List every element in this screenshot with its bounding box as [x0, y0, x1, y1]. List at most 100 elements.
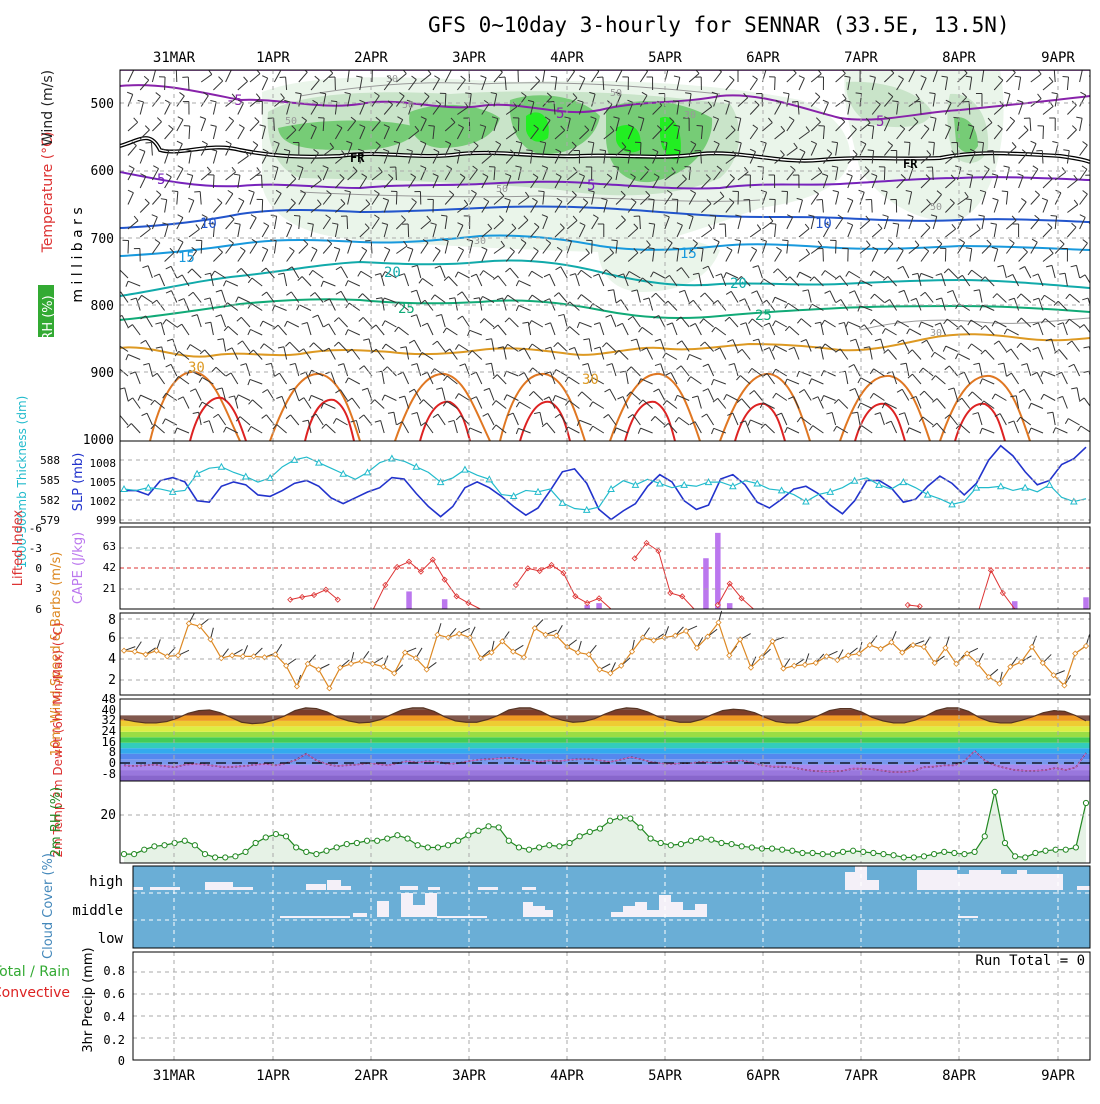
- rh2m-axis-title: 2m RH (%): [49, 787, 64, 858]
- rh-point: [445, 843, 450, 848]
- isotherm-label: 50: [402, 100, 414, 111]
- rh-point: [415, 843, 420, 848]
- rh-point: [972, 849, 977, 854]
- cape-bar: [442, 599, 448, 609]
- rh-point: [516, 845, 521, 850]
- wind-barb-flag: [611, 240, 617, 241]
- rh-point: [354, 840, 359, 845]
- rh-point: [395, 833, 400, 838]
- wind-barb: [775, 77, 776, 90]
- isotherm-label: 25: [398, 301, 415, 317]
- top-date-label: 31MAR: [153, 50, 196, 66]
- wind-barb: [347, 216, 348, 229]
- cape-axis: 63 42 21: [103, 540, 116, 595]
- rh-point: [769, 846, 774, 851]
- rh-point: [597, 826, 602, 831]
- isotherm-label: 5: [556, 106, 564, 122]
- top-date-labels: 31MAR 1APR 2APR 3APR 4APR 5APR 6APR 7APR…: [153, 50, 1076, 66]
- wind-barb-flag: [1051, 215, 1057, 216]
- isotherm-label: 30: [188, 360, 205, 376]
- rh-point: [1073, 845, 1078, 850]
- top-date-label: 3APR: [452, 50, 486, 66]
- temperature-band: [120, 732, 1090, 737]
- isotherm-label: 5: [157, 172, 165, 188]
- top-date-label: 6APR: [746, 50, 780, 66]
- rh-point: [638, 825, 643, 830]
- wind-barb-flag: [1094, 198, 1099, 201]
- rh-point: [253, 840, 258, 845]
- pressure-tick-label: 600: [91, 164, 114, 179]
- bottom-date-label: 8APR: [942, 1068, 976, 1084]
- top-date-label: 5APR: [648, 50, 682, 66]
- rh-point: [992, 789, 997, 794]
- wind-barb: [775, 200, 776, 213]
- rh-point: [456, 838, 461, 843]
- cape-bar: [1012, 601, 1018, 609]
- lifted-index-tick-label: -6: [29, 522, 42, 535]
- isotherm-label: 30: [930, 328, 942, 339]
- rh-point: [1063, 847, 1068, 852]
- wind-barb: [640, 143, 641, 156]
- rh-point: [780, 847, 785, 852]
- wind-barb-flag: [115, 415, 120, 419]
- wind-barb-flag: [428, 125, 434, 126]
- precip-axis-title: 3hr Precip (mm): [81, 947, 96, 1052]
- cape-tick-label: 42: [103, 561, 116, 574]
- rh-point: [1002, 840, 1007, 845]
- wind-barb: [213, 175, 214, 188]
- rh-point: [648, 836, 653, 841]
- rh-point: [699, 836, 704, 841]
- wind-barb-flag: [499, 77, 505, 78]
- cloud-cover-panel: high middle low Cloud Cover (%): [41, 853, 1090, 959]
- cape-bar: [727, 603, 733, 609]
- rh2m-tick-label: 20: [100, 808, 116, 823]
- rh-point: [577, 834, 582, 839]
- temperature-axis-title: Temperature (°C): [40, 132, 56, 254]
- lifted-index-tick-label: 3: [35, 582, 42, 595]
- cape-bar: [1083, 597, 1089, 609]
- bottom-date-labels: 31MAR 1APR 2APR 3APR 4APR 5APR 6APR 7APR…: [153, 1068, 1076, 1084]
- cloud-axis-title: Cloud Cover (%): [41, 853, 56, 959]
- isotherm-label: 50: [610, 88, 622, 99]
- wind-barb-flag: [697, 126, 703, 127]
- wind-barb-flag: [782, 240, 788, 241]
- wind-barb-flag: [539, 68, 545, 69]
- cape-bar: [715, 533, 721, 609]
- rh-point: [628, 816, 633, 821]
- wind-barb-flag: [115, 269, 119, 273]
- wind-barb-flag: [1063, 77, 1069, 78]
- wind10m-tick-label: 6: [108, 631, 116, 646]
- bottom-date-label: 5APR: [648, 1068, 682, 1084]
- rh-point: [881, 852, 886, 857]
- wind10m-axis: 8 6 4 2: [108, 613, 116, 688]
- rh-point: [1033, 850, 1038, 855]
- wind-barb: [750, 200, 751, 213]
- top-date-label: 1APR: [256, 50, 290, 66]
- rh-point: [790, 848, 795, 853]
- rh-point: [547, 843, 552, 848]
- isotherm-label: 30: [684, 110, 696, 121]
- rh-point: [1013, 854, 1018, 859]
- isotherm-label: 20: [730, 276, 747, 292]
- pressure-tick-label: 500: [91, 97, 114, 112]
- wind-barb: [1092, 202, 1099, 213]
- rh-point: [425, 845, 430, 850]
- precip-tick-label: 0.4: [103, 1010, 125, 1024]
- precip-panel: 0.8 0.6 0.4 0.2 0 Run Total = 0 3hr Prec…: [0, 947, 1090, 1068]
- rh-point: [618, 815, 623, 820]
- rh-point: [334, 845, 339, 850]
- wind10m-tick-label: 8: [108, 613, 116, 628]
- rh-point: [607, 818, 612, 823]
- thickness-axis: 588 585 582 579: [40, 454, 60, 527]
- bottom-date-label: 9APR: [1041, 1068, 1075, 1084]
- bottom-date-label: 4APR: [550, 1068, 584, 1084]
- pressure-axis: 500 600 700 800 900 1000: [83, 97, 114, 448]
- rh-point: [263, 835, 268, 840]
- wind-barb: [128, 241, 129, 254]
- rh-point: [486, 824, 491, 829]
- rh-point: [891, 853, 896, 858]
- top-date-label: 9APR: [1041, 50, 1075, 66]
- wind-barb-flag: [770, 223, 776, 224]
- wind-barb-flag: [932, 68, 938, 70]
